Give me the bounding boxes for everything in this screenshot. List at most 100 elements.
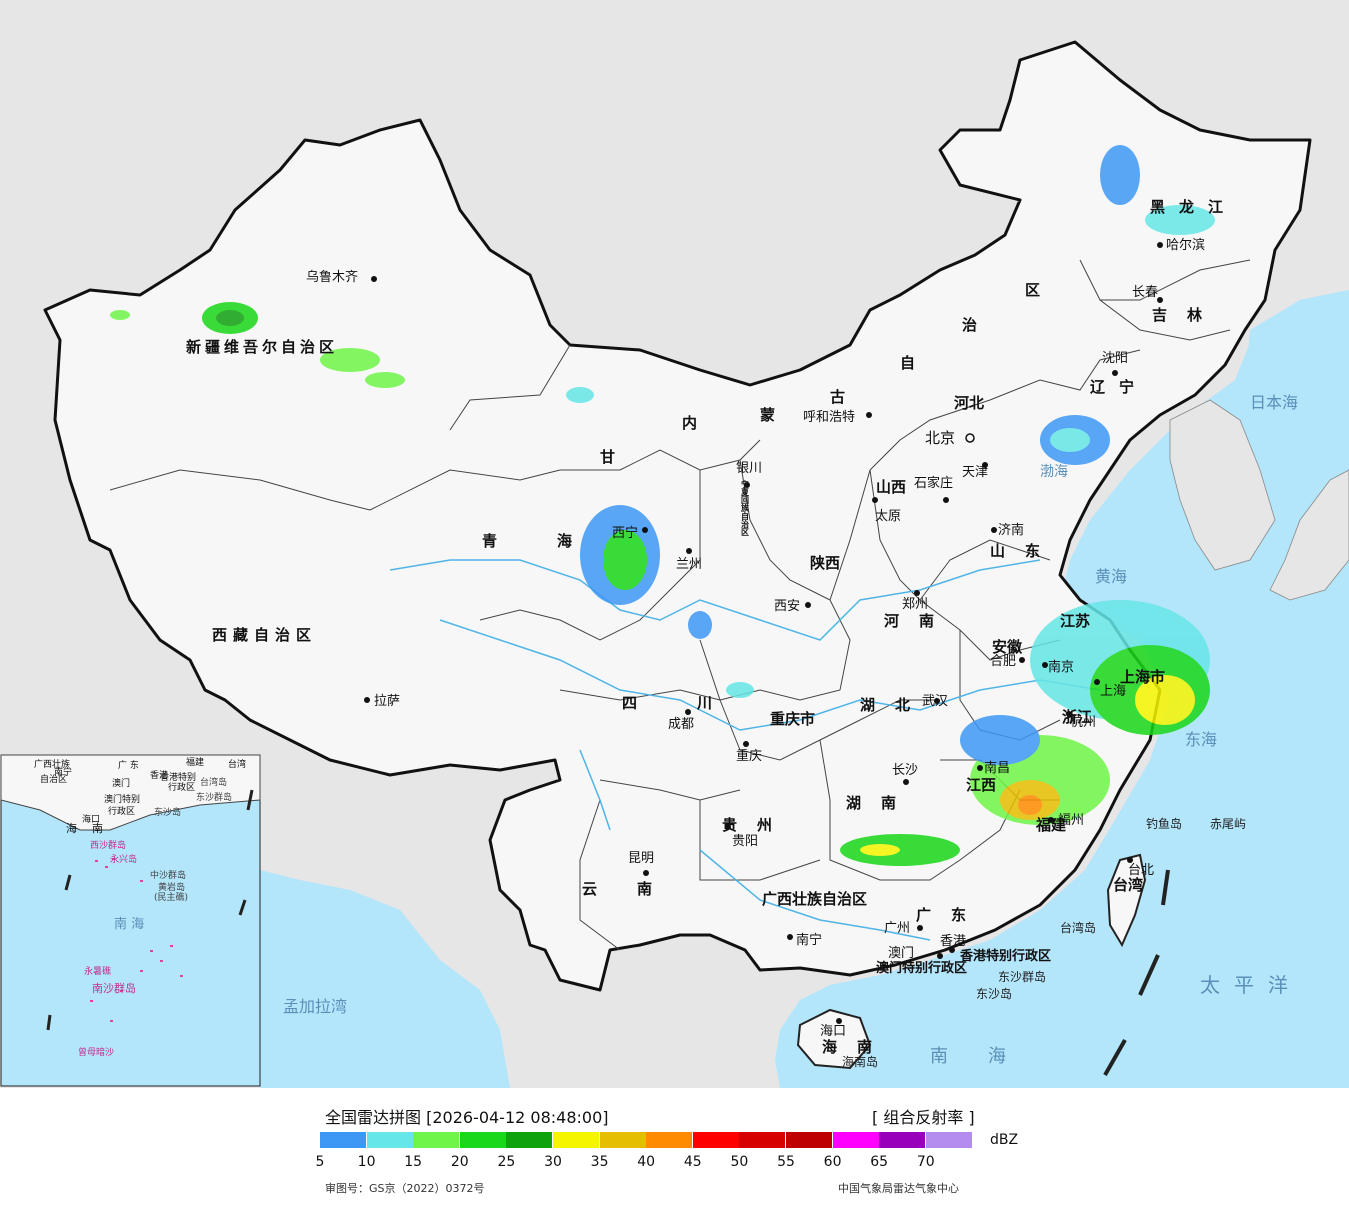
japan-land <box>1269 469 1349 601</box>
city-xianggang: 香港 <box>940 934 966 949</box>
sea-bengal <box>260 870 510 1088</box>
scale-swatch-7 <box>646 1132 693 1148</box>
region-neimenggu-4: 自 <box>900 354 915 372</box>
city-taibei: 台北 <box>1128 863 1154 878</box>
scale-swatch-6 <box>599 1132 646 1148</box>
region-shandong: 山东 <box>990 542 1060 560</box>
credit: 中国气象局雷达气象中心 <box>838 1182 959 1195</box>
korea-land <box>1169 399 1276 571</box>
scale-swatch-5 <box>553 1132 600 1148</box>
scale-swatch-11 <box>832 1132 879 1148</box>
inset-xisha: 西沙群岛 <box>90 839 126 851</box>
sea-label-bohai: 渤海 <box>1040 464 1068 480</box>
inset-nan: 南 <box>92 822 103 835</box>
city-xining: 西宁 <box>612 525 638 541</box>
inset-zhongsha: 中沙群岛 <box>150 869 186 881</box>
island-chiwei: 赤尾屿 <box>1210 817 1246 831</box>
city-hangzhou: 杭州 <box>1070 715 1096 730</box>
scale-swatch-3 <box>459 1132 506 1148</box>
island-taiwan-dao: 台湾岛 <box>1060 920 1096 935</box>
island-diaoyu: 钓鱼岛 <box>1146 816 1182 831</box>
inset-taiwan-dao: 台湾岛 <box>200 776 227 788</box>
scale-tick-25: 25 <box>497 1154 516 1170</box>
region-taiwan: 台湾 <box>1113 876 1143 894</box>
region-anhui: 安徽 <box>992 638 1023 656</box>
sea-label-huanghai: 黄海 <box>1095 567 1127 586</box>
region-shanxi: 山西 <box>876 478 906 496</box>
legend-unit: dBZ <box>990 1132 1019 1148</box>
region-henan: 河南 <box>884 612 954 630</box>
scale-tick-50: 50 <box>730 1154 749 1170</box>
city-xian: 西安 <box>774 599 800 614</box>
inset-zizhiqu: 自治区 <box>40 773 67 785</box>
scale-tick-10: 10 <box>357 1154 376 1170</box>
city-beijing: 北京 <box>925 429 955 447</box>
city-yinchuan: 银川 <box>736 461 762 476</box>
city-tianjin: 天津 <box>962 465 988 480</box>
sea-label-mengjiala: 孟加拉湾 <box>283 997 347 1016</box>
hainan-island <box>796 1008 872 1070</box>
city-aomen: 澳门 <box>888 945 914 961</box>
inset-hai: 海 <box>66 821 77 835</box>
inset-dongsha: 东沙群岛 <box>196 791 232 803</box>
island-dongsha-qundao: 东沙群岛 <box>998 969 1046 984</box>
region-heilongjiang: 黑龙江 <box>1150 198 1237 216</box>
region-neimenggu-5: 治 <box>962 316 977 334</box>
region-fujian: 福建 <box>1035 816 1067 834</box>
island-hainan-dao: 海南岛 <box>842 1054 878 1069</box>
sea-label-donghai: 东海 <box>1185 730 1217 749</box>
region-jiangxi: 江西 <box>966 776 996 794</box>
inset-yongshu: 永暑礁 <box>84 965 111 977</box>
scale-tick-65: 65 <box>870 1154 889 1170</box>
region-shanghai: 上海市 <box>1120 668 1165 686</box>
city-fuzhou: 福州 <box>1058 813 1084 828</box>
inset-taiwan: 台湾 <box>228 758 246 770</box>
inset-xianggang: 香港 <box>150 769 168 781</box>
legend-title: 全国雷达拼图 [2026-04-12 08:48:00] <box>325 1108 609 1127</box>
scale-swatch-0 <box>320 1132 367 1148</box>
boundary-dashes <box>1103 869 1170 1076</box>
sea-label-japan: 日本海 <box>1250 393 1298 412</box>
region-sichuan: 四川 <box>622 694 772 712</box>
inset-nansha: 南沙群岛 <box>92 981 136 995</box>
region-neimenggu-3: 古 <box>830 388 845 406</box>
taiwan-island <box>1106 853 1147 948</box>
scale-tick-55: 55 <box>777 1154 795 1170</box>
inset-zengmu: 曾母暗沙 <box>78 1046 114 1058</box>
scale-swatch-9 <box>739 1132 786 1148</box>
south-china-sea-inset <box>0 754 261 1087</box>
scale-tick-30: 30 <box>544 1154 562 1170</box>
region-hubei: 湖北 <box>860 696 930 714</box>
city-changsha: 长沙 <box>892 763 918 778</box>
region-qinghai: 青海 <box>482 532 632 550</box>
city-hefei: 合肥 <box>990 654 1016 669</box>
inset-guangxi: 广西壮族 <box>34 758 70 770</box>
scale-tick-20: 20 <box>450 1154 469 1170</box>
city-shenyang: 沈阳 <box>1102 351 1128 366</box>
region-guizhou: 贵州 <box>722 816 792 834</box>
region-xizang: 西藏自治区 <box>212 626 317 644</box>
city-chongqing: 重庆 <box>736 748 762 764</box>
region-hebei: 河北 <box>954 394 984 412</box>
inset-nanhai: 南 海 <box>114 916 144 932</box>
city-guiyang: 贵阳 <box>732 834 758 849</box>
inset-aomen: 澳门 <box>112 777 130 789</box>
inset-haikou: 海口 <box>82 813 100 825</box>
inset-minzhu: (民主礁) <box>154 891 188 903</box>
map-approval-number: 审图号：GS京（2022）0372号 <box>325 1182 485 1195</box>
region-hunan: 湖南 <box>846 794 916 812</box>
region-aomen-sar: 澳门特别行政区 <box>876 960 967 976</box>
city-nanchang: 南昌 <box>984 760 1010 776</box>
region-neimenggu-2: 蒙 <box>760 406 775 424</box>
scale-tick-40: 40 <box>637 1154 656 1170</box>
city-kunming: 昆明 <box>628 851 654 866</box>
city-harbin: 哈尔滨 <box>1166 237 1205 253</box>
scale-tick-45: 45 <box>683 1154 702 1170</box>
inset-huangyan: 黄岩岛 <box>158 881 185 893</box>
inset-guangdong: 广 东 <box>118 759 139 771</box>
sea-label-taipingyang: 太平洋 <box>1200 973 1302 997</box>
region-chongqing: 重庆市 <box>770 710 815 728</box>
region-jilin: 吉林 <box>1152 306 1222 324</box>
inset-xingzhengqu-2: 行政区 <box>108 805 135 817</box>
scale-swatch-12 <box>879 1132 926 1148</box>
